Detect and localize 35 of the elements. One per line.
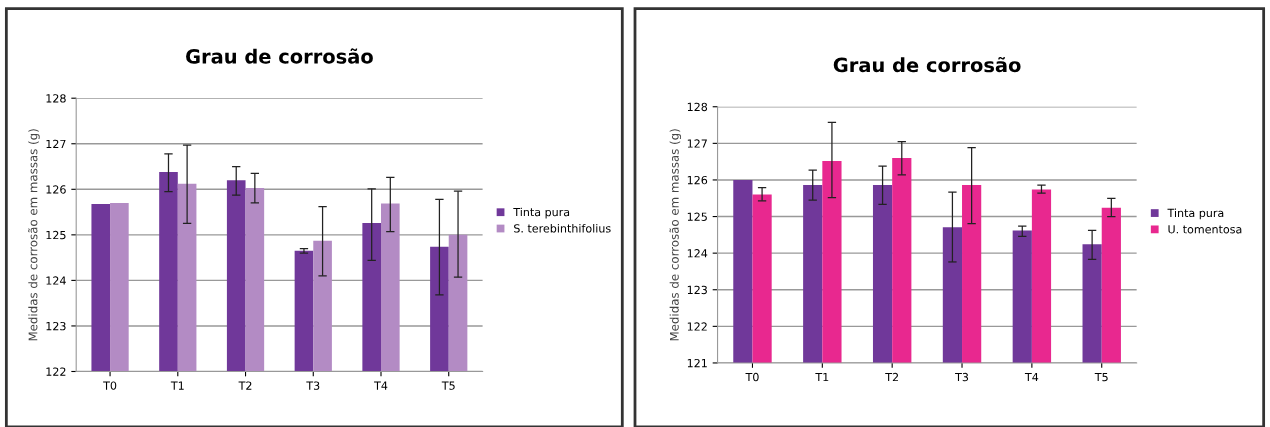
y-tick-label: 123: [687, 285, 707, 295]
x-tick-label: T4: [374, 381, 388, 390]
y-tick-label: 125: [687, 212, 707, 221]
chart-title: Grau de corrosão: [186, 48, 373, 64]
legend-label: U. tomentosa: [1168, 225, 1242, 234]
y-tick-label: 128: [46, 94, 66, 103]
y-tick-label: 124: [687, 249, 708, 258]
y-tick-label: 124: [46, 276, 66, 285]
y-tick-label: 128: [687, 102, 708, 112]
x-tick-label: T5: [441, 381, 455, 390]
x-tick-label: T0: [103, 381, 117, 390]
y-tick-label: 121: [687, 358, 707, 368]
legend-label: Tinta pura: [1167, 208, 1224, 220]
x-tick-label: T1: [170, 381, 184, 390]
y-tick-label: 123: [46, 321, 66, 331]
y-tick-label: 122: [46, 367, 66, 376]
chart-title: Grau de corrosão: [833, 56, 1021, 73]
x-tick-label: T2: [885, 372, 898, 382]
x-tick-label: T1: [815, 373, 829, 382]
x-tick-label: T3: [306, 381, 320, 390]
y-tick-label: 126: [46, 185, 66, 194]
x-tick-label: T4: [1024, 373, 1039, 382]
y-tick-label: 127: [46, 139, 66, 148]
x-tick-label: T2: [238, 381, 252, 390]
y-tick-label: 122: [687, 322, 707, 331]
y-tick-label: 127: [687, 139, 707, 148]
y-tick-label: 126: [687, 175, 708, 185]
x-tick-label: T0: [745, 372, 759, 382]
x-tick-label: T5: [1094, 373, 1108, 382]
legend-label: S. terebinthifolius: [514, 223, 611, 233]
x-tick-label: T3: [955, 372, 969, 382]
y-axis-title: Medidas de corrosão em massas (g): [28, 129, 40, 341]
y-axis-title: Medidas de corrosão em massas (g): [669, 129, 682, 341]
legend-label: Tinta pura: [513, 207, 570, 219]
y-tick-label: 125: [46, 230, 66, 240]
